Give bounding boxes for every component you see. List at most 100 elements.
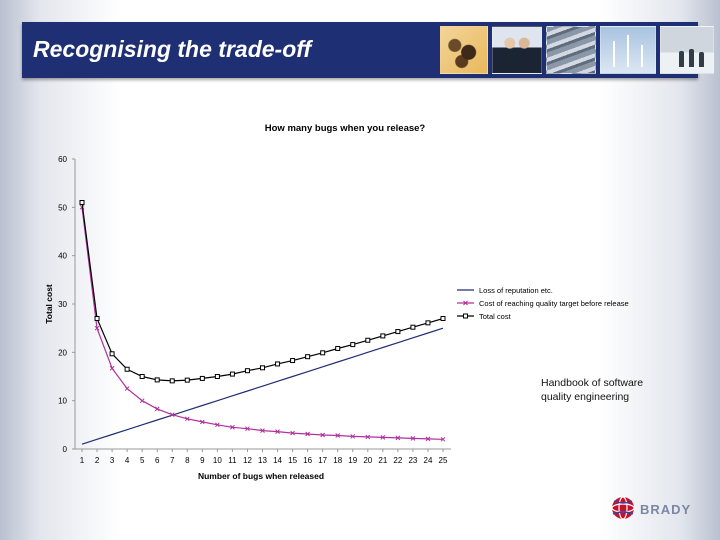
data-point-cost: [124, 386, 130, 391]
brady-logo: BRADY: [610, 494, 698, 524]
data-point-cost: [380, 435, 386, 440]
data-point-total: [275, 361, 281, 367]
y-tick-label: 60: [58, 155, 67, 164]
data-point-cost: [395, 435, 401, 441]
x-tick-label: 22: [393, 456, 402, 465]
y-tick-label: 0: [63, 445, 68, 454]
x-axis-label: Number of bugs when released: [198, 471, 324, 481]
photo-businessmen: [492, 26, 542, 74]
data-point-total: [395, 329, 401, 335]
y-axis-label: Total cost: [44, 284, 54, 324]
data-point-total: [320, 350, 326, 356]
legend-label-1: Loss of reputation etc.: [479, 286, 553, 295]
photo-steel-coils: [546, 26, 596, 74]
data-point-total: [380, 333, 386, 339]
data-point-total: [94, 316, 100, 321]
x-tick-label: 25: [439, 456, 448, 465]
data-point-total: [79, 200, 85, 205]
x-tick-label: 10: [213, 456, 222, 465]
data-point-total: [335, 345, 341, 351]
x-tick-label: 24: [424, 456, 433, 465]
data-point-total: [184, 377, 190, 383]
data-point-cost: [350, 434, 356, 439]
data-point-cost: [320, 432, 326, 438]
source-note: Handbook of software quality engineering: [541, 376, 691, 404]
series-line-3: [81, 202, 444, 382]
x-tick-label: 21: [378, 456, 387, 465]
slide-title: Recognising the trade-off: [33, 36, 312, 62]
data-point-total: [440, 316, 446, 321]
source-note-line-1: Handbook of software: [541, 377, 644, 389]
data-point-total: [425, 320, 431, 326]
series-line-2: [81, 207, 444, 440]
x-tick-label: 2: [95, 456, 100, 465]
x-tick-label: 14: [273, 456, 282, 465]
x-tick-label: 1: [80, 456, 85, 465]
data-point-total: [199, 375, 205, 381]
data-point-cost: [184, 416, 190, 422]
x-tick-label: 19: [348, 456, 357, 465]
data-point-cost: [230, 424, 235, 430]
data-point-cost: [290, 430, 295, 436]
x-tick-label: 6: [155, 456, 160, 465]
data-point-total: [124, 366, 130, 372]
x-tick-label: 12: [243, 456, 252, 465]
data-point-total: [350, 342, 356, 348]
data-point-total: [305, 354, 311, 360]
data-point-cost: [154, 406, 160, 412]
x-tick-label: 5: [140, 456, 145, 465]
data-point-cost: [425, 436, 431, 442]
x-tick-label: 11: [228, 456, 237, 465]
data-point-total: [109, 351, 115, 357]
data-point-cost: [260, 428, 265, 433]
logo-text: BRADY: [640, 502, 692, 517]
x-tick-label: 17: [318, 456, 327, 465]
photo-wind-turbines: [600, 26, 656, 74]
x-tick-label: 23: [408, 456, 417, 465]
y-tick-label: 40: [58, 252, 67, 261]
data-point-cost: [215, 422, 220, 428]
x-tick-label: 15: [288, 456, 297, 465]
title-banner: Recognising the trade-off: [22, 22, 714, 78]
y-tick-label: 50: [58, 203, 67, 212]
series-line-1: [81, 327, 444, 445]
chart-title: How many bugs when you release?: [265, 123, 426, 134]
y-tick-label: 10: [58, 397, 67, 406]
x-tick-label: 4: [125, 456, 130, 465]
data-point-total: [365, 337, 371, 343]
y-tick-label: 20: [58, 348, 67, 357]
x-tick-label: 9: [200, 456, 205, 465]
data-point-cost: [305, 431, 310, 437]
data-point-cost: [365, 434, 371, 440]
globe-icon: [611, 496, 635, 520]
legend-label-3: Total cost: [479, 312, 512, 321]
x-tick-label: 20: [363, 456, 372, 465]
legend-marker-cost: [463, 300, 468, 306]
x-tick-label: 8: [185, 456, 190, 465]
data-point-cost: [139, 398, 145, 404]
data-point-total: [139, 374, 145, 379]
x-tick-label: 3: [110, 456, 115, 465]
data-point-cost: [109, 365, 115, 371]
x-tick-label: 13: [258, 456, 267, 465]
data-point-total: [154, 377, 160, 383]
data-point-total: [229, 371, 235, 377]
data-point-total: [169, 378, 175, 384]
legend-marker-total: [463, 313, 468, 319]
data-point-cost: [275, 429, 280, 434]
x-tick-label: 7: [170, 456, 175, 465]
data-point-total: [260, 365, 265, 371]
x-tick-label: 18: [333, 456, 342, 465]
y-tick-label: 30: [58, 300, 67, 309]
source-note-line-2: quality engineering: [541, 391, 630, 403]
photo-office-people: [660, 26, 714, 74]
data-point-cost: [410, 436, 416, 441]
data-point-total: [410, 324, 416, 330]
photo-coffee-beans: [440, 26, 488, 74]
data-point-cost: [335, 433, 341, 438]
x-tick-label: 16: [303, 456, 312, 465]
data-point-cost: [199, 419, 205, 425]
legend-label-2: Cost of reaching quality target before r…: [479, 299, 629, 308]
data-point-cost: [440, 436, 446, 442]
